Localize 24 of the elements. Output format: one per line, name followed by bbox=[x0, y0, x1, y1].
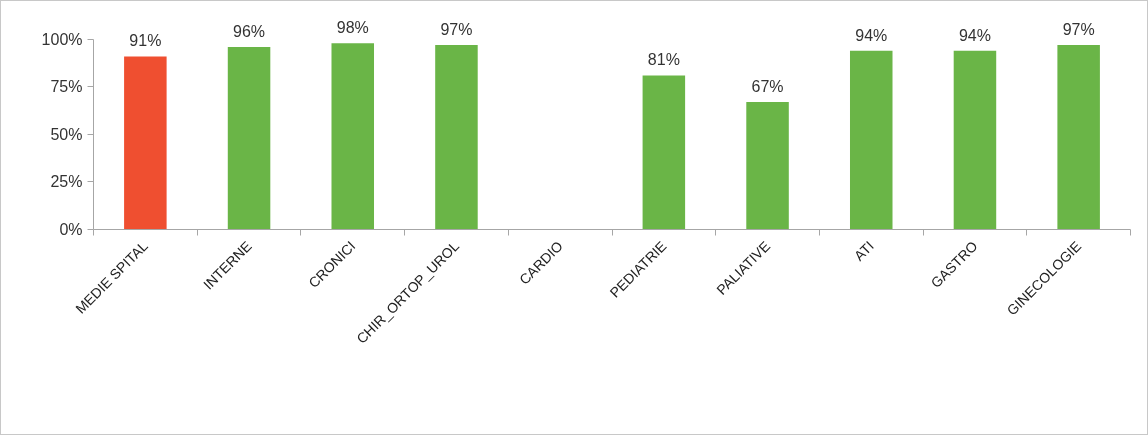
x-tick-label: ATI bbox=[850, 237, 877, 264]
bar bbox=[435, 45, 478, 230]
data-label: 94% bbox=[958, 26, 991, 44]
y-tick-label: 100% bbox=[41, 30, 83, 48]
data-label: 67% bbox=[751, 78, 784, 96]
data-label: 97% bbox=[1062, 21, 1095, 39]
y-tick-label: 0% bbox=[59, 221, 83, 238]
data-label: 94% bbox=[855, 26, 888, 44]
data-label: 91% bbox=[129, 32, 162, 50]
bar bbox=[124, 56, 167, 230]
data-label: 98% bbox=[336, 19, 369, 37]
y-tick-label: 50% bbox=[50, 125, 83, 143]
bar bbox=[331, 43, 375, 230]
bar bbox=[746, 102, 789, 230]
data-label: 81% bbox=[647, 51, 680, 69]
data-label: 96% bbox=[233, 22, 266, 40]
bar bbox=[953, 50, 997, 230]
y-tick-label: 25% bbox=[50, 173, 83, 191]
bar bbox=[849, 50, 893, 230]
bar bbox=[642, 75, 686, 230]
data-label: 97% bbox=[440, 21, 473, 39]
bar bbox=[227, 46, 271, 230]
bar bbox=[1057, 45, 1100, 230]
y-tick-label: 75% bbox=[50, 78, 83, 96]
